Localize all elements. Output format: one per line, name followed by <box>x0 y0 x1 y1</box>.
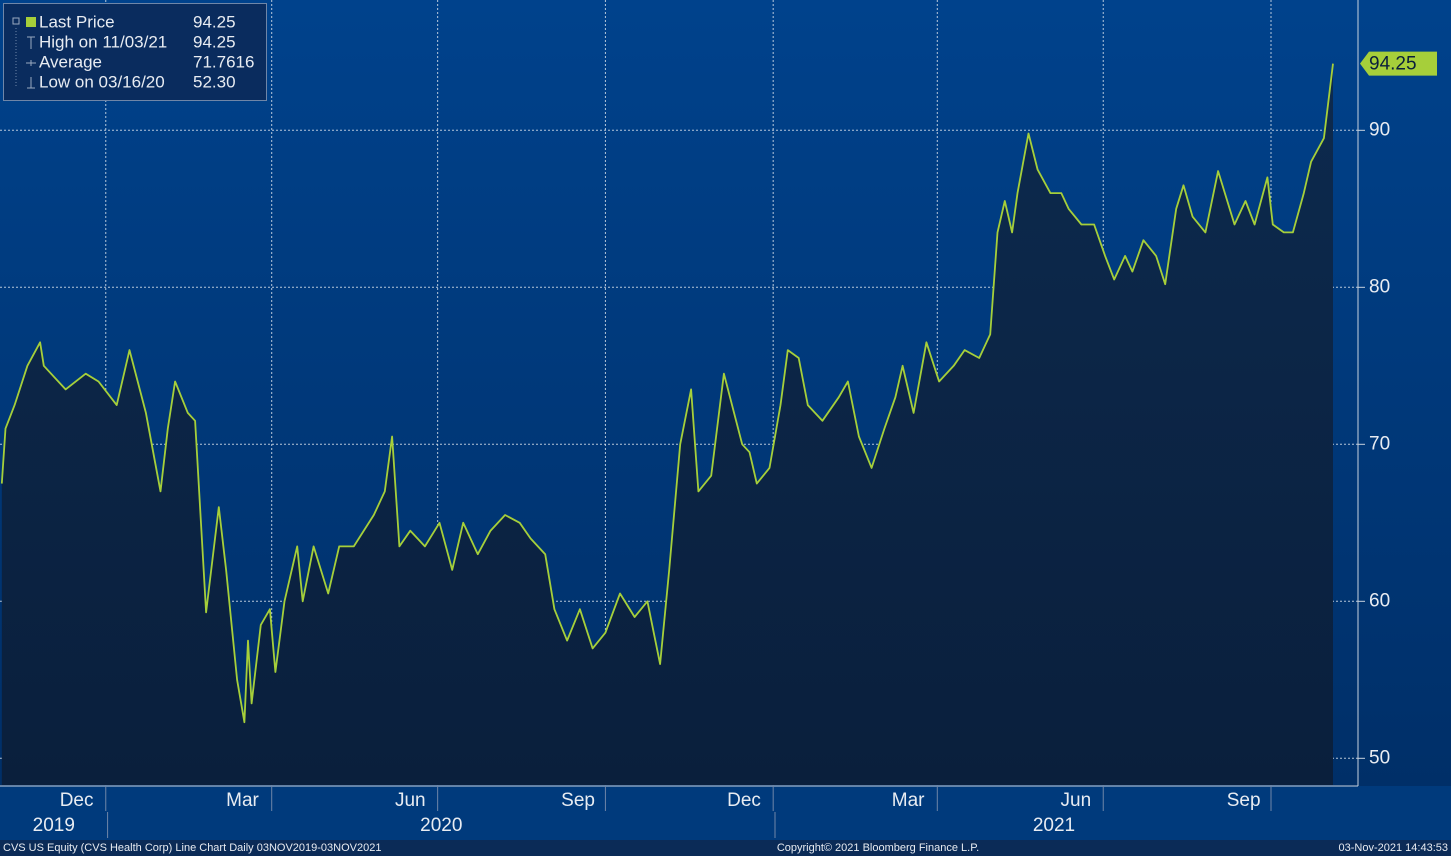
legend-swatch <box>26 17 36 27</box>
x-tick-label: Dec <box>60 790 94 811</box>
legend-label: Last Price <box>39 12 115 31</box>
footer-background <box>0 840 1451 856</box>
legend-value: 94.25 <box>193 12 236 31</box>
legend-icon <box>26 60 36 66</box>
year-label: 2019 <box>33 815 75 836</box>
x-tick-label: Mar <box>892 790 925 811</box>
y-tick-label: 80 <box>1369 276 1390 297</box>
y-tick-label: 70 <box>1369 433 1390 454</box>
legend-stat-label: Average <box>39 52 102 71</box>
x-tick-label: Dec <box>727 790 761 811</box>
x-tick-label: Jun <box>1061 790 1092 811</box>
y-tick-label: 60 <box>1369 590 1390 611</box>
legend-stat-value: 71.7616 <box>193 52 254 71</box>
area <box>1 63 1333 786</box>
legend: Last Price 94.25 High on 11/03/21 94.25 Ave… <box>3 3 267 101</box>
axes: 50 60 70 80 90 Dec Mar Jun Sep Dec Mar Jun Sep 2019 20… <box>33 51 1437 838</box>
footer-left: CVS US Equity (CVS Health Corp) Line Cha… <box>3 842 381 854</box>
legend-stat-value: 52.30 <box>193 72 236 91</box>
axis-background <box>0 786 1451 840</box>
y-tick-label: 50 <box>1369 747 1390 768</box>
last-value-label: 94.25 <box>1369 54 1417 75</box>
legend-rows: 94.25 High on 11/03/21 94.25 Average 71.7616… <box>39 12 254 91</box>
legend-stat-label: High on 11/03/21 <box>39 32 167 51</box>
footer-center: Copyright© 2021 Bloomberg Finance L.P. <box>777 842 979 854</box>
x-tick-label: Sep <box>561 790 595 811</box>
legend-icon <box>27 77 35 89</box>
legend-stat-value: 94.25 <box>193 32 236 51</box>
x-tick-label: Mar <box>226 790 259 811</box>
y-tick-label: 90 <box>1369 119 1390 140</box>
legend-icon <box>27 36 35 49</box>
footer-right: 03-Nov-2021 14:43:53 <box>1339 842 1448 854</box>
last-value-tag <box>1360 51 1437 76</box>
year-label: 2020 <box>420 815 462 836</box>
year-label: 2021 <box>1033 815 1075 836</box>
legend-icon <box>12 17 20 25</box>
x-tick-label: Jun <box>395 790 426 811</box>
legend-box <box>3 3 267 101</box>
legend-stat-label: Low on 03/16/20 <box>39 72 165 91</box>
series-layer <box>0 63 1334 786</box>
x-tick-label: Sep <box>1227 790 1261 811</box>
line <box>0 63 1334 724</box>
